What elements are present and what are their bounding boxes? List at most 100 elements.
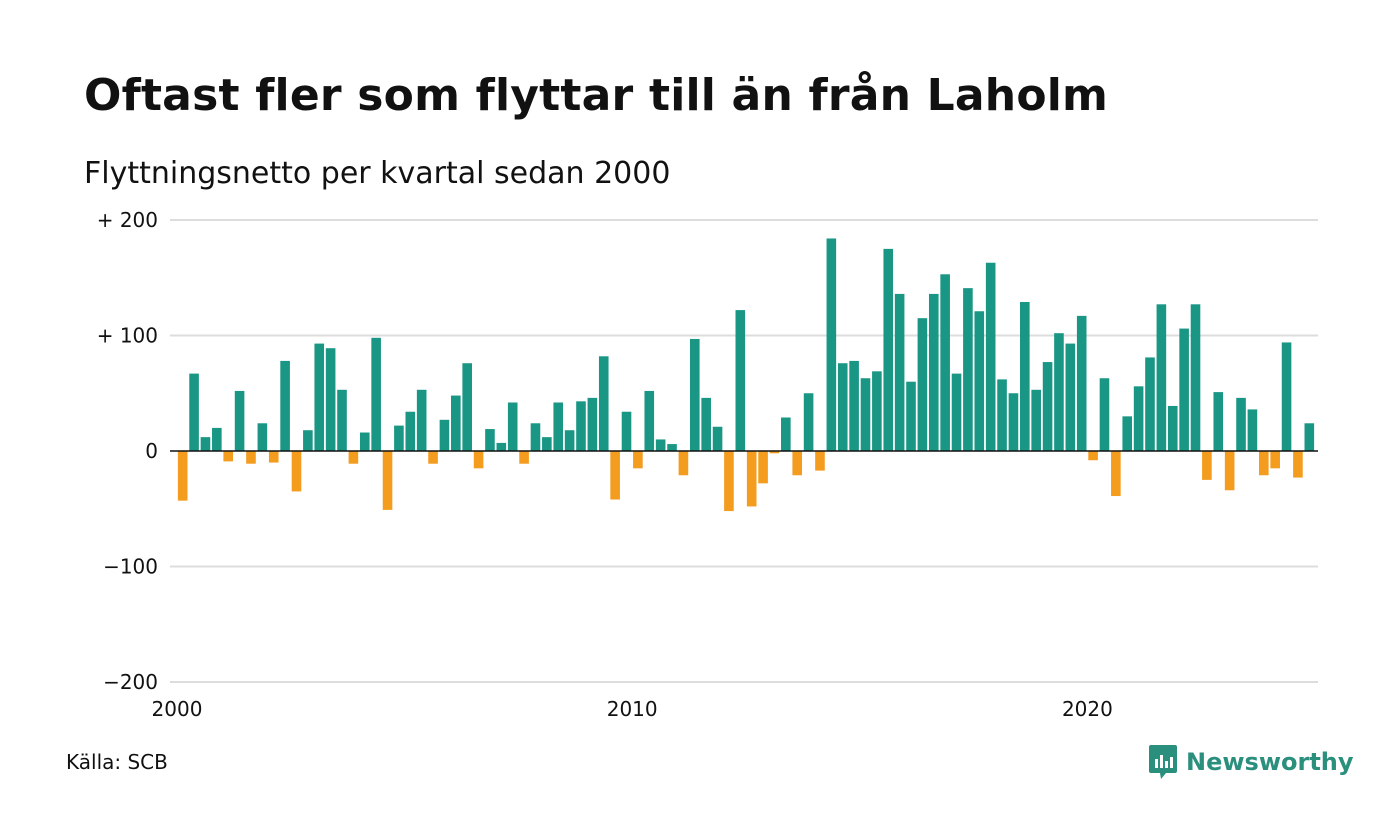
bar xyxy=(701,397,711,451)
bar xyxy=(280,360,290,451)
bar xyxy=(1258,451,1269,476)
source-note: Källa: SCB xyxy=(66,750,168,774)
bar xyxy=(985,262,996,451)
bar xyxy=(1167,405,1178,451)
bar xyxy=(303,430,313,451)
bar xyxy=(928,293,939,451)
bars xyxy=(177,238,1315,512)
bar xyxy=(872,371,882,451)
bar xyxy=(849,360,859,451)
bar xyxy=(1065,343,1076,451)
bar xyxy=(496,442,507,451)
bar xyxy=(542,437,552,451)
bar xyxy=(1293,451,1303,478)
bar xyxy=(940,274,950,451)
bar xyxy=(348,451,359,464)
bar xyxy=(439,419,450,451)
bar xyxy=(212,427,222,451)
bar xyxy=(746,451,757,507)
bar xyxy=(860,378,871,451)
bar xyxy=(314,343,325,451)
bar xyxy=(883,248,894,452)
bar xyxy=(735,310,746,451)
y-axis-ticks: + 200 + 100 0 −100 −200 xyxy=(97,208,158,694)
bar xyxy=(1008,393,1019,451)
bar xyxy=(906,381,916,451)
bar xyxy=(633,451,643,469)
bar xyxy=(564,430,575,451)
bar xyxy=(598,356,609,451)
bar xyxy=(1054,333,1064,451)
bar xyxy=(553,402,564,451)
bar xyxy=(576,401,586,451)
bar xyxy=(667,444,677,451)
bar xyxy=(1202,451,1212,480)
brand-logo[interactable]: Newsworthy xyxy=(1148,744,1354,780)
bar xyxy=(394,425,404,451)
bar xyxy=(678,451,689,476)
bar xyxy=(530,423,541,451)
bar xyxy=(951,373,962,451)
y-tick-label: −100 xyxy=(103,555,158,579)
bar xyxy=(1099,378,1110,451)
bar xyxy=(917,318,928,451)
bar xyxy=(769,451,780,454)
bar xyxy=(997,379,1007,451)
bar xyxy=(1281,342,1292,451)
bar xyxy=(1236,397,1246,451)
bar xyxy=(1088,451,1098,461)
bar xyxy=(291,451,302,492)
bar xyxy=(337,389,347,451)
bar xyxy=(803,393,814,451)
y-tick-label: 0 xyxy=(145,439,158,463)
bar xyxy=(485,429,495,451)
bar xyxy=(462,363,472,451)
bar xyxy=(1304,423,1315,451)
y-tick-label: + 100 xyxy=(97,324,158,348)
y-tick-label: + 200 xyxy=(97,208,158,232)
bar xyxy=(359,432,370,451)
bar xyxy=(177,451,188,501)
bar xyxy=(1111,451,1121,497)
chart-subtitle: Flyttningsnetto per kvartal sedan 2000 xyxy=(84,156,671,191)
bar xyxy=(712,426,723,451)
bar xyxy=(416,389,427,451)
bar xyxy=(815,451,825,471)
bar xyxy=(1247,409,1258,451)
bar xyxy=(189,373,199,451)
bar xyxy=(519,451,529,464)
bar xyxy=(826,238,837,451)
bar xyxy=(473,451,484,469)
bar xyxy=(1270,451,1280,469)
bar xyxy=(1145,357,1155,451)
bar xyxy=(1156,304,1167,451)
bar xyxy=(1190,304,1201,451)
brand-name: Newsworthy xyxy=(1186,748,1354,776)
bar xyxy=(1179,328,1189,451)
bar xyxy=(644,390,655,451)
bar xyxy=(428,451,438,464)
bar xyxy=(405,411,416,451)
bar xyxy=(200,437,211,451)
chart-title: Oftast fler som flyttar till än från Lah… xyxy=(84,70,1109,121)
bar xyxy=(1031,389,1041,451)
bar xyxy=(382,451,393,510)
bar xyxy=(234,390,245,451)
bar xyxy=(1122,416,1133,451)
x-tick-label: 2020 xyxy=(1062,697,1113,721)
bar xyxy=(655,439,666,451)
bar xyxy=(621,411,632,451)
bar xyxy=(246,451,256,464)
bar xyxy=(1042,362,1053,451)
bar xyxy=(610,451,620,500)
bar xyxy=(1213,392,1224,451)
bar xyxy=(257,423,268,451)
bar xyxy=(894,293,905,451)
bar xyxy=(1224,451,1235,491)
bar xyxy=(1133,386,1144,451)
bar xyxy=(963,288,973,451)
bar xyxy=(223,451,234,462)
bar xyxy=(451,395,461,451)
bar xyxy=(689,338,700,451)
x-tick-label: 2000 xyxy=(152,697,203,721)
